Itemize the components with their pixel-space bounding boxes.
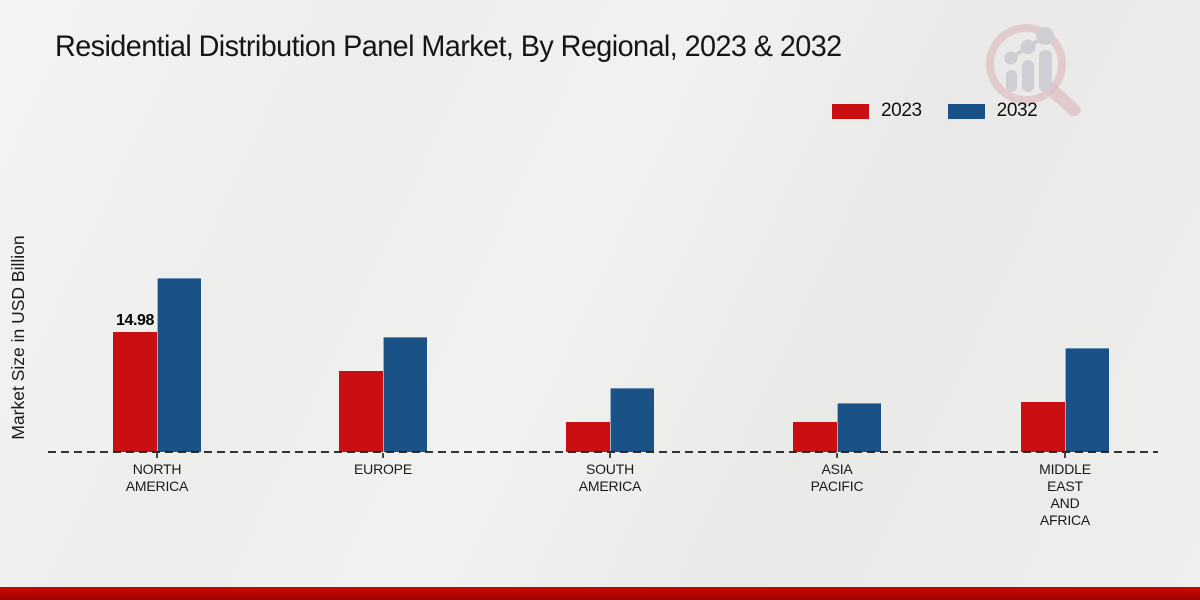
category-label-middle-east-and-africa: MIDDLE EAST AND AFRICA [1039,461,1091,528]
x-axis-tick [609,453,611,458]
bar-2023-asia-pacific [793,422,837,452]
x-axis-tick [156,453,158,458]
legend-swatch-2023 [832,103,869,119]
bar-2023-south-america [566,422,610,452]
bar-2032-south-america [610,388,654,452]
category-label-asia-pacific: ASIA PACIFIC [810,461,864,494]
x-axis-baseline [48,451,1158,453]
bar-2023-middle-east-and-africa [1021,402,1065,452]
legend-item-2023: 2023 [832,100,922,122]
bar-2023-europe [339,371,383,452]
x-axis-tick [836,453,838,458]
bar-2032-asia-pacific [837,403,881,452]
bar-2032-north-america [157,278,201,452]
bar-value-label: 14.98 [115,312,155,329]
legend-swatch-2032 [947,103,985,119]
bar-2032-middle-east-and-africa [1065,348,1109,452]
footer-band [0,587,1200,600]
legend-item-2032: 2032 [947,100,1038,122]
magnifier-bar-chart-icon [986,24,1081,117]
x-axis-tick [1064,453,1066,458]
brand-logo [982,20,1086,117]
bar-2023-north-america [113,332,157,452]
category-label-europe: EUROPE [354,461,412,477]
chart-title: Residential Distribution Panel Market, B… [55,30,842,63]
legend: 2023 2032 [832,100,1038,122]
x-axis-tick [382,453,384,458]
legend-label-2032: 2032 [996,100,1038,121]
bar-2032-europe [383,337,427,452]
category-label-south-america: SOUTH AMERICA [578,461,642,494]
y-axis-label: Market Size in USD Billion [8,235,28,440]
category-label-north-america: NORTH AMERICA [125,461,189,494]
legend-label-2023: 2023 [881,100,922,121]
